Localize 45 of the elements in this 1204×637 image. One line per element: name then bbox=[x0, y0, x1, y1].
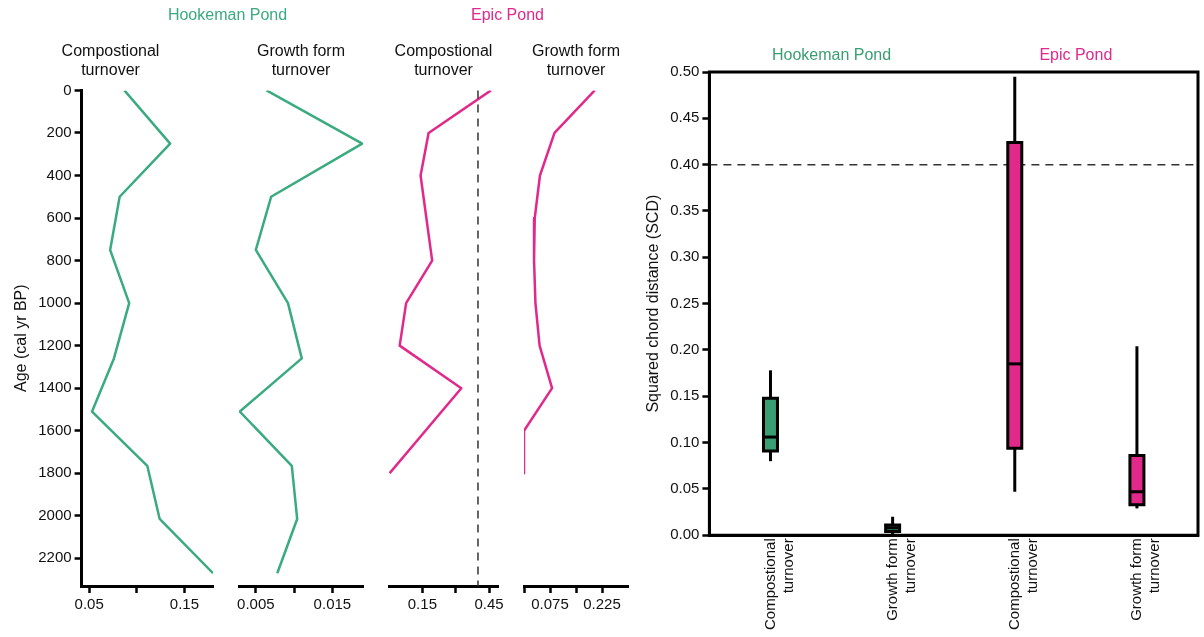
text: Hookeman Pond bbox=[771, 46, 892, 64]
x-tick-label: Growth form turnover bbox=[1127, 538, 1163, 621]
y-tick-label: 0.45 bbox=[670, 108, 700, 126]
y-tick-label: 600 bbox=[46, 208, 72, 226]
y-tick-label: 1200 bbox=[38, 335, 72, 353]
chart-title: Growth form turnover bbox=[256, 42, 346, 79]
x-tick-label: Compostional turnover bbox=[760, 538, 796, 630]
y-tick-label: 200 bbox=[46, 123, 72, 141]
y-axis-title: Age (cal yr BP) bbox=[12, 284, 30, 392]
x-tick-label: 0.225 bbox=[583, 595, 621, 613]
y-tick-label: 0.20 bbox=[670, 340, 700, 358]
y-tick-label: 400 bbox=[46, 165, 72, 183]
y-tick-label: 0.50 bbox=[670, 62, 700, 80]
text: Epic Pond bbox=[470, 6, 545, 24]
x-tick-label: 0.05 bbox=[74, 595, 104, 613]
y-tick-label: 0.30 bbox=[670, 247, 700, 265]
y-tick-label: 0 bbox=[63, 80, 72, 98]
x-tick-label: 0.15 bbox=[169, 595, 200, 613]
y-tick-label: 1800 bbox=[38, 463, 72, 481]
chart-title: Compostional turnover bbox=[61, 42, 160, 79]
y-tick-label: 1400 bbox=[38, 378, 72, 396]
x-tick-label: 0.005 bbox=[237, 595, 275, 613]
x-tick-label: 0.075 bbox=[531, 595, 569, 613]
y-tick-label: 0.25 bbox=[670, 293, 700, 311]
y-tick-label: 1600 bbox=[38, 420, 72, 438]
y-tick-label: 0.05 bbox=[670, 479, 700, 497]
y-tick-label: 1000 bbox=[38, 293, 72, 311]
x-tick-label: 0.15 bbox=[407, 595, 437, 613]
text: Epic Pond bbox=[1039, 46, 1113, 64]
y-tick-label: 0.00 bbox=[670, 525, 700, 543]
chart-title: Compostional turnover bbox=[394, 42, 493, 79]
y-axis-title: Squared chord distance (SCD) bbox=[644, 194, 662, 413]
y-tick-label: 0.40 bbox=[670, 154, 700, 172]
text: Hookeman Pond bbox=[166, 6, 289, 24]
y-tick-label: 0.35 bbox=[670, 201, 700, 219]
x-tick-label: Growth form turnover bbox=[882, 538, 918, 621]
x-tick-label: 0.015 bbox=[313, 595, 352, 613]
x-tick-label: Compostional turnover bbox=[1004, 538, 1040, 630]
x-tick-label: 0.45 bbox=[474, 595, 504, 613]
y-tick-label: 0.15 bbox=[670, 386, 700, 404]
y-tick-label: 2000 bbox=[38, 505, 72, 523]
chart-title: Growth form turnover bbox=[531, 42, 621, 79]
y-tick-label: 0.10 bbox=[670, 432, 700, 450]
y-tick-label: 800 bbox=[46, 250, 72, 268]
y-tick-label: 2200 bbox=[38, 548, 72, 566]
